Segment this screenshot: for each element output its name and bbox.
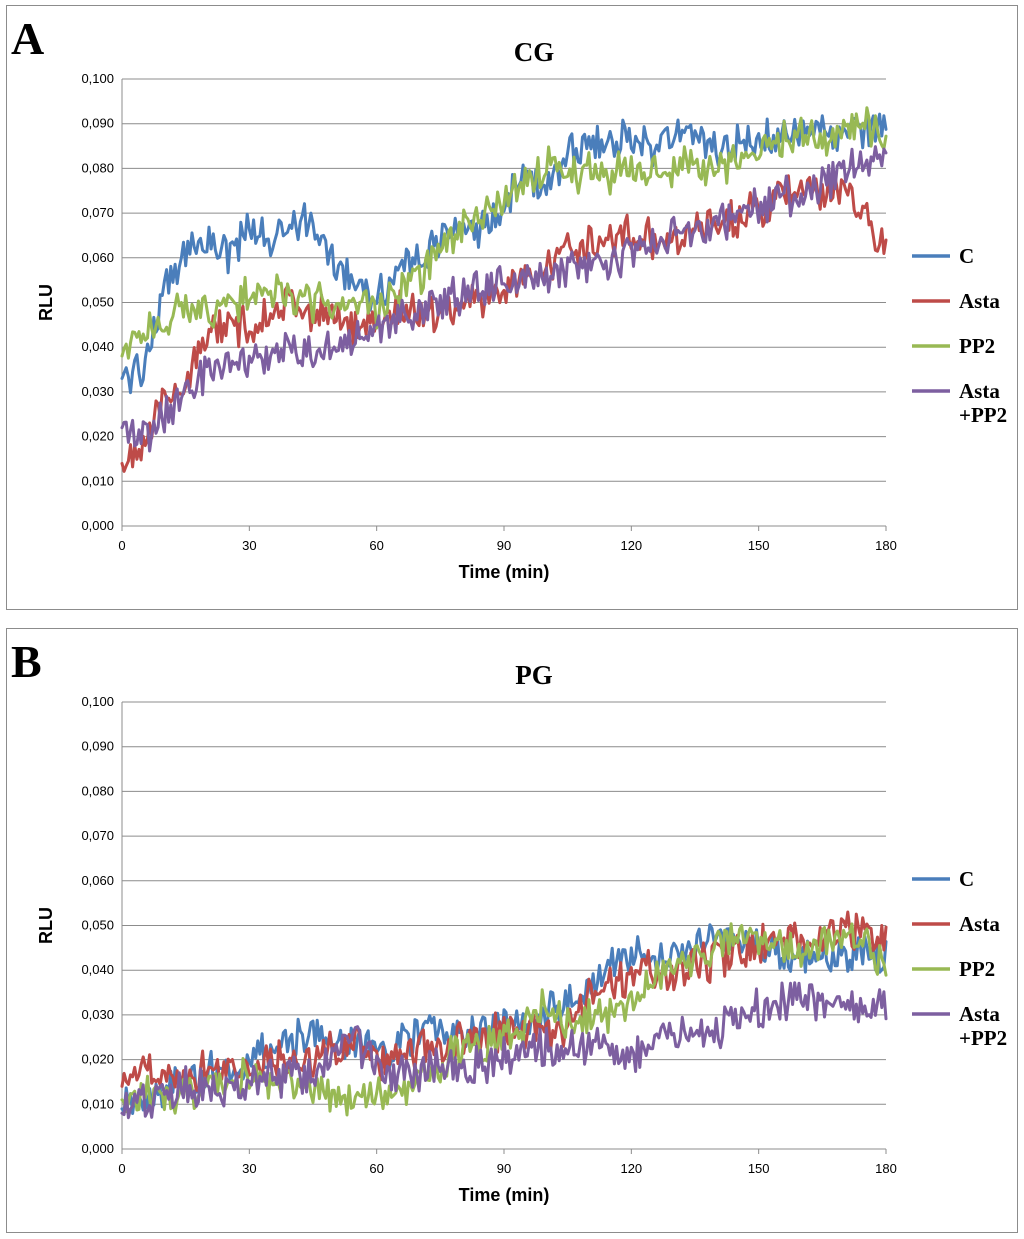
legend-label-pp2: PP2 <box>959 957 995 981</box>
chart-title: CG <box>514 37 555 67</box>
series-line-c <box>120 112 888 395</box>
chart-title: PG <box>515 660 553 690</box>
series-line-pp2 <box>120 922 888 1117</box>
chart-pg: PG 0,000 0,010 0,020 0,030 0,040 0,050 0,060 0,0… <box>36 660 1007 1205</box>
series-line-asta-pp2 <box>120 145 888 453</box>
y-tick-label: 0,060 <box>81 873 114 888</box>
y-axis-title: RLU <box>36 907 56 944</box>
y-tick-label: 0,020 <box>81 429 114 444</box>
x-tick-label: 30 <box>242 538 256 553</box>
series-lines <box>120 106 888 473</box>
x-tick-label: 150 <box>748 538 770 553</box>
y-tick-label: 0,050 <box>81 918 114 933</box>
series-line-asta <box>120 174 888 473</box>
x-tick-label: 90 <box>497 538 511 553</box>
y-tick-label: 0,070 <box>81 828 114 843</box>
y-tick-label: 0,020 <box>81 1052 114 1067</box>
y-tick-label: 0,060 <box>81 250 114 265</box>
legend-label-asta: Asta <box>959 289 1000 313</box>
x-axis-title: Time (min) <box>459 1185 550 1205</box>
y-tick-label: 0,030 <box>81 384 114 399</box>
x-tick-label: 90 <box>497 1161 511 1176</box>
gridlines <box>122 78 886 482</box>
panel-a: A CG 0,000 0,010 0,020 0,030 0,040 0,050 0,060 0… <box>6 5 1018 610</box>
y-tick-label: 0,000 <box>81 1141 114 1156</box>
legend-label-asta: Asta <box>959 912 1000 936</box>
y-tick-label: 0,090 <box>81 116 114 131</box>
x-tick-label: 180 <box>875 1161 897 1176</box>
legend: C Asta PP2 Asta +PP2 <box>912 867 1007 1050</box>
y-tick-label: 0,010 <box>81 1096 114 1111</box>
y-tick-label: 0,080 <box>81 160 114 175</box>
x-tick-label: 120 <box>620 538 642 553</box>
x-tick-label: 150 <box>748 1161 770 1176</box>
y-tick-label: 0,100 <box>81 694 114 709</box>
y-tick-label: 0,030 <box>81 1007 114 1022</box>
legend-label-asta-pp2: Asta +PP2 <box>959 1002 1007 1050</box>
y-tick-label: 0,040 <box>81 962 114 977</box>
panel-label-a: A <box>11 13 45 64</box>
y-axis-title: RLU <box>36 284 56 321</box>
y-tick-label: 0,090 <box>81 739 114 754</box>
chart-cg: CG 0,000 0,010 0,020 0,030 0,040 0,050 0,060 0,0… <box>36 37 1007 582</box>
panel-b: B PG 0,000 0,010 0,020 0,030 0,040 0,050 0,060 0… <box>6 628 1018 1233</box>
y-tick-label: 0,080 <box>81 783 114 798</box>
y-tick-label: 0,050 <box>81 295 114 310</box>
legend-label-c: C <box>959 867 974 891</box>
x-tick-label: 60 <box>369 538 383 553</box>
x-tick-label: 60 <box>369 1161 383 1176</box>
series-line-asta-pp2 <box>120 981 888 1120</box>
series-lines <box>120 910 888 1120</box>
y-tick-label: 0,100 <box>81 71 114 86</box>
x-axis-title: Time (min) <box>459 562 550 582</box>
x-tick-label: 30 <box>242 1161 256 1176</box>
legend-label-asta-pp2: Asta +PP2 <box>959 379 1007 427</box>
y-tick-label: 0,040 <box>81 339 114 354</box>
y-tick-label: 0,070 <box>81 205 114 220</box>
legend-label-c: C <box>959 244 974 268</box>
y-tick-label: 0,010 <box>81 473 114 488</box>
series-line-pp2 <box>120 106 888 360</box>
y-tick-label: 0,000 <box>81 518 114 533</box>
panel-label-b: B <box>11 636 42 687</box>
legend: C Asta PP2 Asta +PP2 <box>912 244 1007 427</box>
x-tick-label: 180 <box>875 538 897 553</box>
x-tick-label: 0 <box>118 1161 125 1176</box>
legend-label-pp2: PP2 <box>959 334 995 358</box>
x-tick-label: 0 <box>118 538 125 553</box>
x-tick-label: 120 <box>620 1161 642 1176</box>
